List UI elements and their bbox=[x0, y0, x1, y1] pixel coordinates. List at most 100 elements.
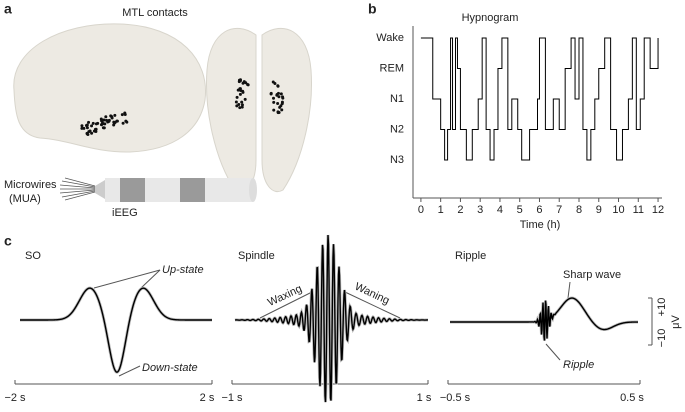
contact bbox=[279, 92, 283, 96]
contact bbox=[101, 121, 105, 125]
brain-lateral bbox=[13, 23, 207, 153]
x-tick-label: 8 bbox=[576, 204, 582, 216]
contacts bbox=[80, 78, 285, 136]
contact bbox=[85, 123, 89, 127]
x-tick-label: 1 bbox=[438, 204, 444, 216]
contact bbox=[87, 120, 91, 124]
contact bbox=[272, 108, 276, 112]
y-tick-label: N1 bbox=[390, 93, 404, 105]
panel-label: b bbox=[368, 1, 377, 17]
x-tick-label: 6 bbox=[536, 204, 542, 216]
x-tick-label: 11 bbox=[633, 204, 644, 216]
contact bbox=[277, 95, 281, 99]
hypnogram-line bbox=[420, 37, 659, 161]
contact bbox=[240, 103, 244, 107]
contact bbox=[110, 116, 114, 120]
axis-label: −0.5 s bbox=[440, 392, 471, 404]
y-tick-label: N2 bbox=[390, 123, 404, 135]
axis-label: −1 s bbox=[221, 392, 243, 404]
x-tick-label: 12 bbox=[652, 204, 664, 216]
contact bbox=[276, 111, 280, 115]
contact bbox=[90, 124, 94, 128]
contact bbox=[235, 104, 239, 108]
contact bbox=[241, 89, 245, 93]
contact bbox=[91, 121, 95, 125]
contact bbox=[276, 101, 280, 105]
contact bbox=[99, 117, 103, 121]
contact bbox=[240, 100, 244, 104]
label: (MUA) bbox=[9, 193, 41, 205]
label: Microwires bbox=[4, 179, 57, 191]
contact bbox=[121, 121, 125, 125]
contact bbox=[275, 93, 279, 97]
annotation: Ripple bbox=[563, 359, 594, 371]
contact bbox=[238, 106, 242, 110]
panel-label: c bbox=[4, 233, 12, 249]
annotation: Up-state bbox=[162, 264, 204, 276]
x-tick-label: 2 bbox=[457, 204, 463, 216]
contact bbox=[87, 130, 91, 134]
x-tick-label: 9 bbox=[596, 204, 602, 216]
contact bbox=[271, 80, 275, 84]
contact bbox=[234, 100, 238, 104]
contact bbox=[240, 105, 244, 109]
annotation: Down-state bbox=[142, 362, 198, 374]
contact bbox=[107, 119, 111, 123]
y-tick-label: Wake bbox=[376, 32, 404, 44]
contact bbox=[280, 102, 284, 106]
contact bbox=[244, 81, 248, 85]
spindle-wave bbox=[234, 234, 429, 403]
brain-top-right bbox=[261, 27, 312, 192]
panel-title: MTL contacts bbox=[122, 7, 188, 19]
contact bbox=[112, 123, 116, 127]
x-tick-label: 0 bbox=[418, 204, 424, 216]
electrode bbox=[59, 177, 257, 202]
contact bbox=[80, 124, 84, 128]
contact bbox=[238, 92, 242, 96]
panel-title: SO bbox=[25, 250, 41, 262]
contact bbox=[272, 96, 276, 100]
contact bbox=[86, 132, 90, 136]
x-tick-label: 3 bbox=[477, 204, 483, 216]
annotation-lines bbox=[93, 269, 571, 377]
axis-label: 1 s bbox=[417, 392, 432, 404]
contact bbox=[272, 100, 276, 104]
axis-label: −2 s bbox=[4, 392, 26, 404]
contact bbox=[243, 97, 247, 101]
so-wave-shade bbox=[20, 286, 212, 374]
axis-label: 2 s bbox=[200, 392, 215, 404]
annotation: Sharp wave bbox=[563, 269, 621, 281]
contact bbox=[94, 122, 98, 126]
panel-title: Ripple bbox=[455, 250, 486, 262]
contact bbox=[113, 120, 117, 124]
contact bbox=[90, 131, 94, 135]
contact bbox=[85, 126, 89, 130]
contact bbox=[80, 126, 84, 130]
contact bbox=[269, 92, 273, 96]
y-tick-label: N3 bbox=[390, 154, 404, 166]
brain-top-left bbox=[206, 27, 257, 192]
so-wave bbox=[20, 287, 212, 373]
panel-title: Spindle bbox=[238, 250, 275, 262]
contact bbox=[94, 130, 98, 134]
axis-label: 0.5 s bbox=[620, 392, 644, 404]
y-tick-label: REM bbox=[380, 62, 404, 74]
contact bbox=[237, 80, 241, 84]
contact bbox=[276, 84, 280, 88]
contact bbox=[104, 115, 108, 119]
contact bbox=[124, 119, 128, 123]
x-tick-label: 4 bbox=[497, 204, 503, 216]
x-tick-label: 5 bbox=[517, 204, 523, 216]
contact bbox=[113, 113, 117, 117]
contact bbox=[281, 95, 285, 99]
annotation: Waning bbox=[353, 281, 392, 307]
contact bbox=[280, 108, 284, 112]
scale-unit: μV bbox=[670, 315, 682, 329]
panel-label: a bbox=[4, 1, 12, 17]
chart-title: Hypnogram bbox=[462, 12, 519, 24]
scale-label: −10 bbox=[656, 329, 668, 348]
contact bbox=[103, 122, 107, 126]
contact bbox=[238, 87, 242, 91]
contact bbox=[102, 126, 106, 130]
